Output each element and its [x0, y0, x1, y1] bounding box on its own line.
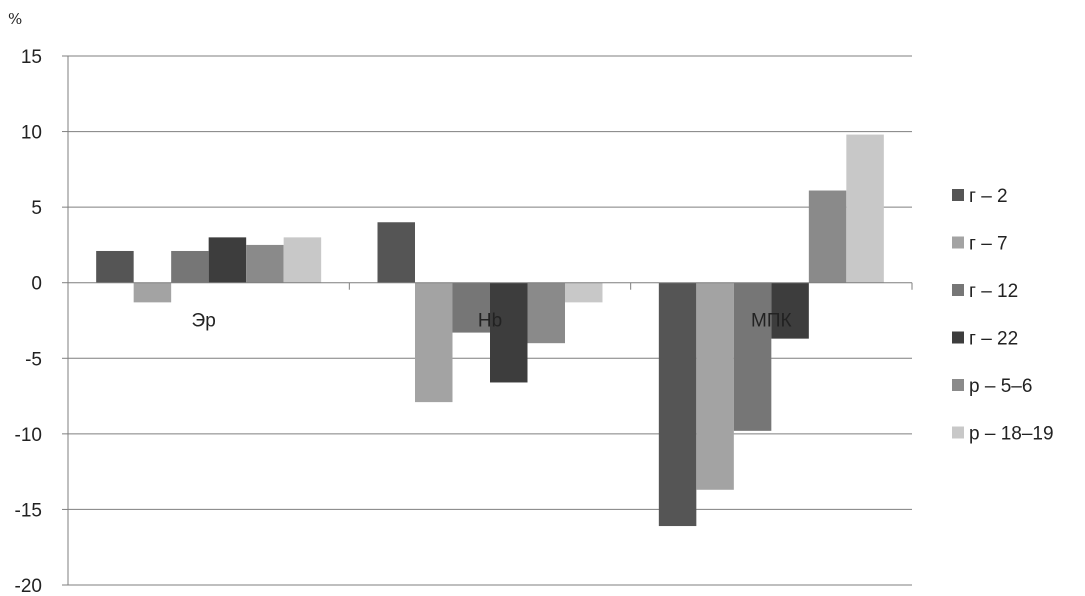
- y-tick-label: 0: [31, 274, 42, 295]
- category-label: МПК: [751, 311, 792, 332]
- bar: [96, 250, 134, 283]
- legend-label: г – 12: [969, 281, 1018, 302]
- legend-item: г – 2: [952, 186, 1008, 207]
- y-tick-labels: 15 10 5 0 -5 -10 -15 -20: [15, 47, 42, 596]
- y-tick-label: 15: [21, 47, 42, 68]
- legend-swatch: [952, 426, 964, 439]
- bar: [733, 282, 772, 431]
- legend-item: г – 7: [952, 234, 1008, 255]
- bar: [846, 134, 884, 283]
- bar: [696, 282, 734, 490]
- y-tick-label: 10: [21, 123, 42, 144]
- y-unit-label: %: [8, 10, 22, 28]
- bar: [133, 282, 172, 303]
- bar: [771, 282, 809, 339]
- legend-swatch: [952, 331, 964, 344]
- legend-label: г – 7: [969, 234, 1008, 255]
- bar: [565, 282, 603, 303]
- legend-item: г – 12: [952, 281, 1018, 302]
- bar: [808, 190, 847, 283]
- bar: [658, 282, 697, 527]
- legend-swatch: [952, 284, 964, 296]
- bars: [96, 134, 884, 527]
- bar: [490, 282, 528, 383]
- bar: [527, 282, 565, 344]
- category-labels: Эр Hb МПК: [192, 311, 792, 332]
- legend-swatch: [952, 379, 964, 391]
- legend-swatch: [952, 189, 964, 201]
- gridlines: [68, 55, 912, 586]
- legend-label: г – 22: [969, 329, 1018, 350]
- legend-item: г – 22: [952, 329, 1018, 350]
- bar: [283, 237, 322, 283]
- y-tick-label: -15: [15, 500, 42, 521]
- bar: [246, 244, 284, 283]
- legend-label: г – 2: [969, 186, 1008, 207]
- axes: [62, 55, 913, 586]
- bar: [415, 282, 453, 403]
- legend-item: р – 18–19: [952, 424, 1054, 445]
- y-tick-label: -5: [25, 349, 42, 370]
- category-label: Эр: [192, 311, 216, 332]
- bar: [171, 250, 209, 283]
- legend-swatch: [952, 236, 964, 249]
- y-tick-label: -10: [15, 425, 42, 446]
- legend: г – 2 г – 7 г – 12 г – 22 р – 5–6 р – 18–19: [952, 186, 1054, 445]
- category-label: Hb: [478, 311, 502, 332]
- y-tick-label: 5: [31, 198, 42, 219]
- bar: [208, 237, 247, 283]
- bar: [452, 282, 490, 333]
- legend-label: р – 5–6: [969, 376, 1032, 397]
- y-tick-label: -20: [15, 576, 42, 596]
- bar: [377, 222, 415, 283]
- legend-label: р – 18–19: [969, 424, 1054, 445]
- legend-item: р – 5–6: [952, 376, 1032, 397]
